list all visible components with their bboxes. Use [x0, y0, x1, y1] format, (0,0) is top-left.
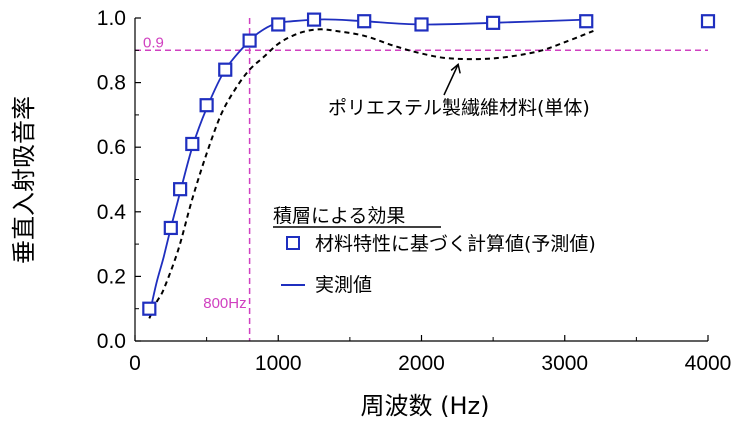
predicted-marker — [185, 136, 200, 152]
y-tick-label: 0.4 — [97, 201, 127, 224]
x-tick-label: 3000 — [541, 352, 588, 375]
predicted-marker — [700, 14, 716, 29]
predicted-marker — [242, 33, 257, 48]
predicted-marker — [199, 98, 214, 113]
predicted-marker — [486, 15, 501, 30]
y-tick-label: 1.0 — [97, 7, 126, 30]
y-tick-label: 0.0 — [97, 330, 126, 353]
annotation-arrow — [443, 64, 459, 96]
x-tick-label: 2000 — [398, 352, 445, 375]
x-tick-label: 4000 — [685, 352, 732, 375]
y-tick-label: 0.2 — [97, 265, 126, 288]
ref-line-label-800hz: 800Hz — [203, 295, 246, 312]
annotation-label: ポリエステル製繊維材料(単体) — [328, 97, 590, 119]
reference-lines — [135, 18, 708, 341]
legend-title: 積層による効果 — [273, 205, 405, 227]
y-axis-title: 垂直入射吸音率 — [10, 96, 38, 264]
plot-frame — [134, 17, 709, 342]
x-tick-label: 1000 — [255, 352, 302, 375]
predicted-marker — [173, 182, 188, 197]
y-tick-label: 0.8 — [97, 72, 126, 95]
legend-marker-predicted — [286, 236, 300, 250]
predicted-marker — [414, 17, 429, 32]
predicted-marker — [579, 14, 594, 29]
series-measured-line — [148, 18, 587, 316]
x-axis-title: 周波数 (Hz) — [361, 392, 490, 420]
y-tick-label: 0.6 — [97, 136, 126, 159]
predicted-marker — [163, 220, 178, 236]
predicted-marker — [357, 14, 372, 29]
predicted-marker — [306, 12, 322, 27]
annotation-arrowhead — [450, 62, 461, 74]
ref-line-label-0.9: 0.9 — [143, 34, 164, 51]
predicted-marker — [218, 62, 233, 77]
legend: 積層による効果 材料特性に基づく計算値(予測値) 実測値 — [273, 205, 596, 296]
tick-labels: 0.0 0.2 0.4 0.6 0.8 1.0 0 1000 2000 3000 4000 — [97, 7, 732, 375]
predicted-marker — [271, 17, 286, 32]
legend-label-predicted: 材料特性に基づく計算値(予測値) — [315, 233, 596, 255]
series-single-material-line — [148, 28, 594, 319]
data-series — [142, 12, 716, 319]
x-tick-label: 0 — [129, 352, 141, 375]
legend-label-measured: 実測値 — [315, 274, 372, 296]
predicted-marker — [142, 301, 157, 316]
